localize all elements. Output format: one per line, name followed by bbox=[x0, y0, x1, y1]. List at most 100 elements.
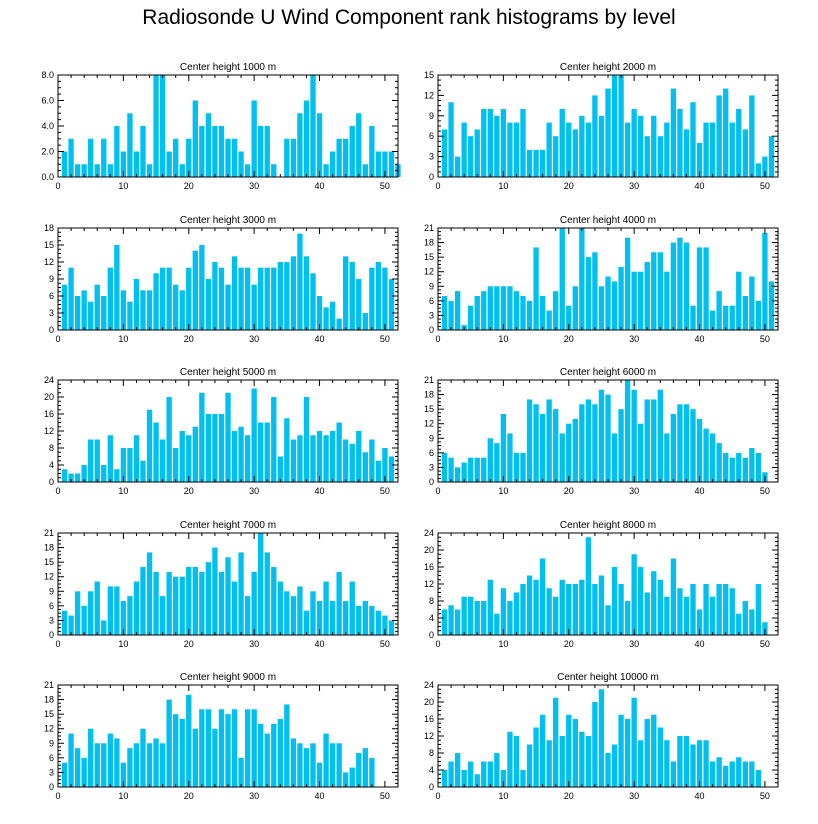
histogram-bar bbox=[448, 605, 454, 635]
histogram-bar bbox=[742, 296, 748, 330]
x-tick-label: 50 bbox=[380, 181, 390, 191]
histogram-bar bbox=[762, 232, 768, 330]
histogram-bar bbox=[657, 579, 663, 635]
histogram-bar bbox=[533, 404, 539, 482]
histogram-bar bbox=[638, 271, 644, 330]
y-tick-label: 18 bbox=[44, 543, 54, 553]
histogram-bar bbox=[677, 109, 683, 177]
y-tick-label: 3 bbox=[49, 308, 54, 318]
panel-title: Center height 6000 m bbox=[560, 367, 656, 378]
histogram-bar bbox=[375, 151, 382, 177]
histogram-bar bbox=[264, 552, 270, 635]
histogram-bar bbox=[120, 601, 127, 635]
histogram-bar bbox=[598, 286, 605, 330]
y-tick-label: 3 bbox=[49, 767, 54, 777]
histogram-bar bbox=[382, 267, 388, 330]
histogram-bar bbox=[703, 428, 709, 482]
histogram-bar bbox=[513, 736, 520, 787]
histogram-bar bbox=[651, 571, 657, 635]
histogram-bar bbox=[120, 151, 127, 177]
histogram-bar bbox=[94, 284, 100, 330]
histogram-bar bbox=[768, 281, 775, 330]
histogram-bar bbox=[74, 296, 81, 330]
y-tick-label: 9 bbox=[49, 738, 54, 748]
histogram-bar bbox=[526, 300, 533, 330]
histogram-bar bbox=[572, 719, 578, 787]
histogram-bar bbox=[343, 256, 349, 330]
histogram-bar bbox=[264, 422, 270, 482]
histogram-bar bbox=[343, 138, 349, 177]
y-tick-label: 18 bbox=[424, 390, 434, 400]
histogram-bar bbox=[481, 601, 487, 635]
histogram-bar bbox=[264, 733, 270, 787]
histogram-bar bbox=[598, 389, 605, 482]
histogram-bar bbox=[133, 743, 140, 787]
histogram-bar bbox=[664, 740, 670, 787]
y-tick-label: 21 bbox=[424, 223, 434, 233]
histogram-bar bbox=[303, 610, 310, 635]
histogram-bar bbox=[742, 761, 748, 787]
histogram-bar bbox=[572, 584, 578, 635]
y-tick-label: 4 bbox=[429, 613, 434, 623]
histogram-bar bbox=[349, 262, 355, 330]
y-tick-label: 0 bbox=[429, 325, 434, 335]
histogram-bar bbox=[153, 422, 159, 482]
histogram-bar bbox=[755, 770, 762, 787]
histogram-bar bbox=[441, 609, 448, 635]
x-tick-label: 10 bbox=[498, 334, 508, 344]
y-tick-label: 6.0 bbox=[41, 96, 54, 106]
histogram-bar bbox=[68, 267, 74, 330]
histogram-bar bbox=[362, 313, 368, 330]
histogram-bar bbox=[310, 435, 316, 482]
x-tick-label: 40 bbox=[315, 791, 325, 801]
y-tick-label: 4 bbox=[49, 460, 54, 470]
histogram-bar bbox=[755, 300, 762, 330]
y-tick-label: 20 bbox=[424, 697, 434, 707]
histogram-bar bbox=[212, 728, 218, 787]
histogram-bar bbox=[61, 284, 68, 330]
histogram-bar bbox=[356, 113, 362, 177]
histogram-bar bbox=[742, 601, 748, 635]
y-tick-label: 0 bbox=[429, 782, 434, 792]
histogram-bar bbox=[755, 452, 762, 482]
histogram-bar bbox=[231, 138, 238, 177]
histogram-bar bbox=[101, 296, 107, 330]
y-tick-label: 4 bbox=[429, 765, 434, 775]
histogram-bar bbox=[520, 770, 526, 787]
histogram-bar bbox=[670, 414, 677, 482]
histogram-bar bbox=[539, 296, 546, 330]
histogram-bar bbox=[592, 404, 598, 482]
histogram-bar bbox=[461, 596, 467, 635]
histogram-bar bbox=[114, 469, 120, 482]
histogram-bar bbox=[205, 414, 212, 482]
histogram-bar bbox=[81, 465, 87, 482]
histogram-bar bbox=[709, 433, 716, 482]
x-tick-label: 0 bbox=[435, 639, 440, 649]
histogram-bar bbox=[74, 473, 81, 482]
y-tick-label: 18 bbox=[44, 223, 54, 233]
histogram-bar bbox=[696, 740, 703, 787]
histogram-bar bbox=[238, 552, 244, 635]
y-tick-label: 6 bbox=[429, 448, 434, 458]
histogram-bar bbox=[277, 262, 283, 330]
histogram-bar bbox=[179, 719, 185, 787]
histogram-bar bbox=[375, 460, 382, 482]
histogram-bar bbox=[605, 276, 611, 330]
histogram-bar bbox=[539, 149, 546, 177]
histogram-bar bbox=[749, 276, 755, 330]
x-tick-label: 40 bbox=[695, 639, 705, 649]
histogram-bar bbox=[120, 762, 127, 787]
histogram-bar bbox=[133, 279, 140, 330]
histogram-bar bbox=[271, 397, 277, 482]
histogram-bar bbox=[225, 714, 231, 787]
histogram-bar bbox=[264, 126, 270, 177]
x-tick-label: 0 bbox=[55, 639, 60, 649]
histogram-bar bbox=[559, 736, 565, 787]
panel-title: Center height 7000 m bbox=[180, 520, 276, 531]
histogram-bar bbox=[238, 267, 244, 330]
histogram-bar bbox=[454, 753, 461, 787]
histogram-bar bbox=[507, 286, 513, 330]
histogram-bar bbox=[454, 467, 461, 482]
histogram-bar bbox=[159, 267, 166, 330]
histogram-bar bbox=[68, 473, 74, 482]
